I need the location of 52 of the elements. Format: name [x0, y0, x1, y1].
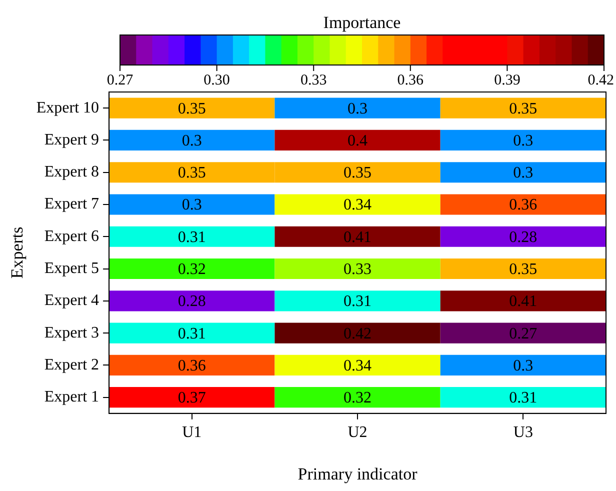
- y-tick-label: Expert 5: [44, 260, 100, 277]
- color-bar-label: 0.39: [494, 72, 520, 88]
- data-label: 0.3: [348, 100, 368, 118]
- x-tick-label: U1: [182, 424, 202, 442]
- data-label: 0.37: [178, 390, 206, 407]
- data-label: 0.35: [178, 164, 206, 182]
- data-label: 0.4: [348, 132, 368, 150]
- data-label: 0.3: [513, 164, 534, 182]
- y-tick-label: Expert 1: [44, 388, 100, 406]
- data-label: 0.31: [344, 293, 372, 310]
- data-label: 0.34: [344, 196, 372, 214]
- y-tick-label: Expert 2: [44, 356, 100, 374]
- x-axis-title: Primary indicator: [298, 464, 418, 484]
- y-axis-title: Experts: [8, 226, 27, 279]
- data-label: 0.31: [178, 325, 206, 342]
- data-label: 0.3: [513, 132, 534, 150]
- data-label: 0.27: [509, 325, 538, 342]
- y-tick-label: Expert 9: [44, 131, 100, 148]
- data-label: 0.3: [182, 196, 202, 214]
- data-label: 0.31: [509, 390, 538, 407]
- color-bar-label: 0.33: [300, 72, 327, 88]
- data-label: 0.28: [509, 228, 538, 246]
- data-label: 0.35: [509, 100, 538, 118]
- color-bar-label: 0.30: [204, 72, 230, 88]
- data-label: 0.42: [344, 325, 372, 342]
- y-tick-label: Expert 6: [44, 228, 100, 245]
- y-tick-label: Expert 4: [44, 292, 100, 310]
- color-bar-label: 0.36: [397, 72, 424, 88]
- data-label: 0.36: [509, 196, 538, 214]
- data-label: 0.35: [509, 260, 538, 278]
- data-label: 0.35: [178, 100, 206, 118]
- data-label: 0.32: [344, 390, 372, 407]
- data-label: 0.28: [178, 293, 206, 310]
- data-label: 0.3: [513, 357, 534, 374]
- y-tick-label: Expert 10: [36, 99, 100, 116]
- data-label: 0.34: [344, 357, 372, 374]
- color-bar-label: 0.27: [106, 72, 134, 88]
- y-tick-label: Expert 3: [44, 324, 100, 342]
- data-label: 0.41: [509, 293, 538, 310]
- x-tick-label: U2: [348, 424, 368, 442]
- data-label: 0.32: [178, 260, 206, 278]
- color-bar-label: 0.42: [588, 72, 614, 88]
- color-bar-title: Importance: [323, 12, 401, 32]
- x-tick-label: U3: [513, 424, 533, 442]
- data-label: 0.33: [344, 260, 372, 278]
- data-label: 0.36: [178, 357, 206, 374]
- data-label: 0.35: [344, 164, 372, 182]
- y-tick-label: Expert 7: [44, 196, 100, 213]
- y-tick-label: Expert 8: [44, 164, 100, 181]
- data-label: 0.3: [182, 132, 202, 150]
- data-label: 0.31: [178, 228, 206, 246]
- data-label: 0.41: [344, 228, 372, 246]
